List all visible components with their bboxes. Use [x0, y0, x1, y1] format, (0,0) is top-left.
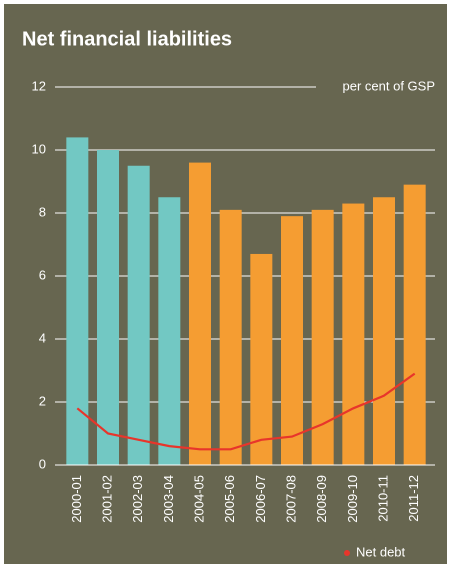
legend-label: Net debt: [356, 544, 406, 559]
bar: [373, 197, 395, 465]
bar: [250, 253, 273, 465]
y-tick-label: 6: [39, 267, 46, 282]
bar: [127, 165, 150, 465]
bar: [219, 209, 242, 465]
x-tick-label: 2005-06: [222, 475, 237, 523]
y-tick-label: 4: [39, 330, 46, 345]
y-tick-label: 12: [32, 78, 46, 93]
chart-title: Net financial liabilities: [22, 28, 232, 50]
x-tick-label: 2008-09: [314, 475, 329, 523]
x-tick-label: 2002-03: [130, 475, 145, 523]
x-tick-label: 2003-04: [161, 475, 176, 523]
bar: [342, 203, 365, 466]
y-tick-label: 10: [32, 141, 46, 156]
bar: [158, 197, 181, 465]
x-tick-label: 2004-05: [191, 475, 206, 523]
x-tick-label: 2010-11: [375, 475, 390, 522]
bar: [403, 184, 426, 465]
legend-swatch: [344, 550, 350, 556]
line: [76, 372, 416, 451]
bar: [189, 162, 211, 465]
bar: [97, 150, 119, 465]
y-tick-label: 0: [39, 456, 46, 471]
y-axis-label: per cent of GSP: [343, 78, 436, 93]
x-tick-label: 2000-01: [69, 475, 84, 523]
bar: [311, 209, 334, 465]
x-tick-label: 2009-10: [345, 475, 360, 523]
y-tick-label: 8: [39, 204, 46, 219]
x-tick-label: 2011-12: [406, 475, 421, 522]
bar: [66, 137, 89, 465]
bar: [281, 216, 303, 465]
x-tick-label: 2006-07: [253, 475, 268, 523]
y-tick-label: 2: [39, 393, 46, 408]
x-tick-label: 2001-02: [99, 475, 114, 523]
x-tick-label: 2007-08: [283, 475, 298, 523]
